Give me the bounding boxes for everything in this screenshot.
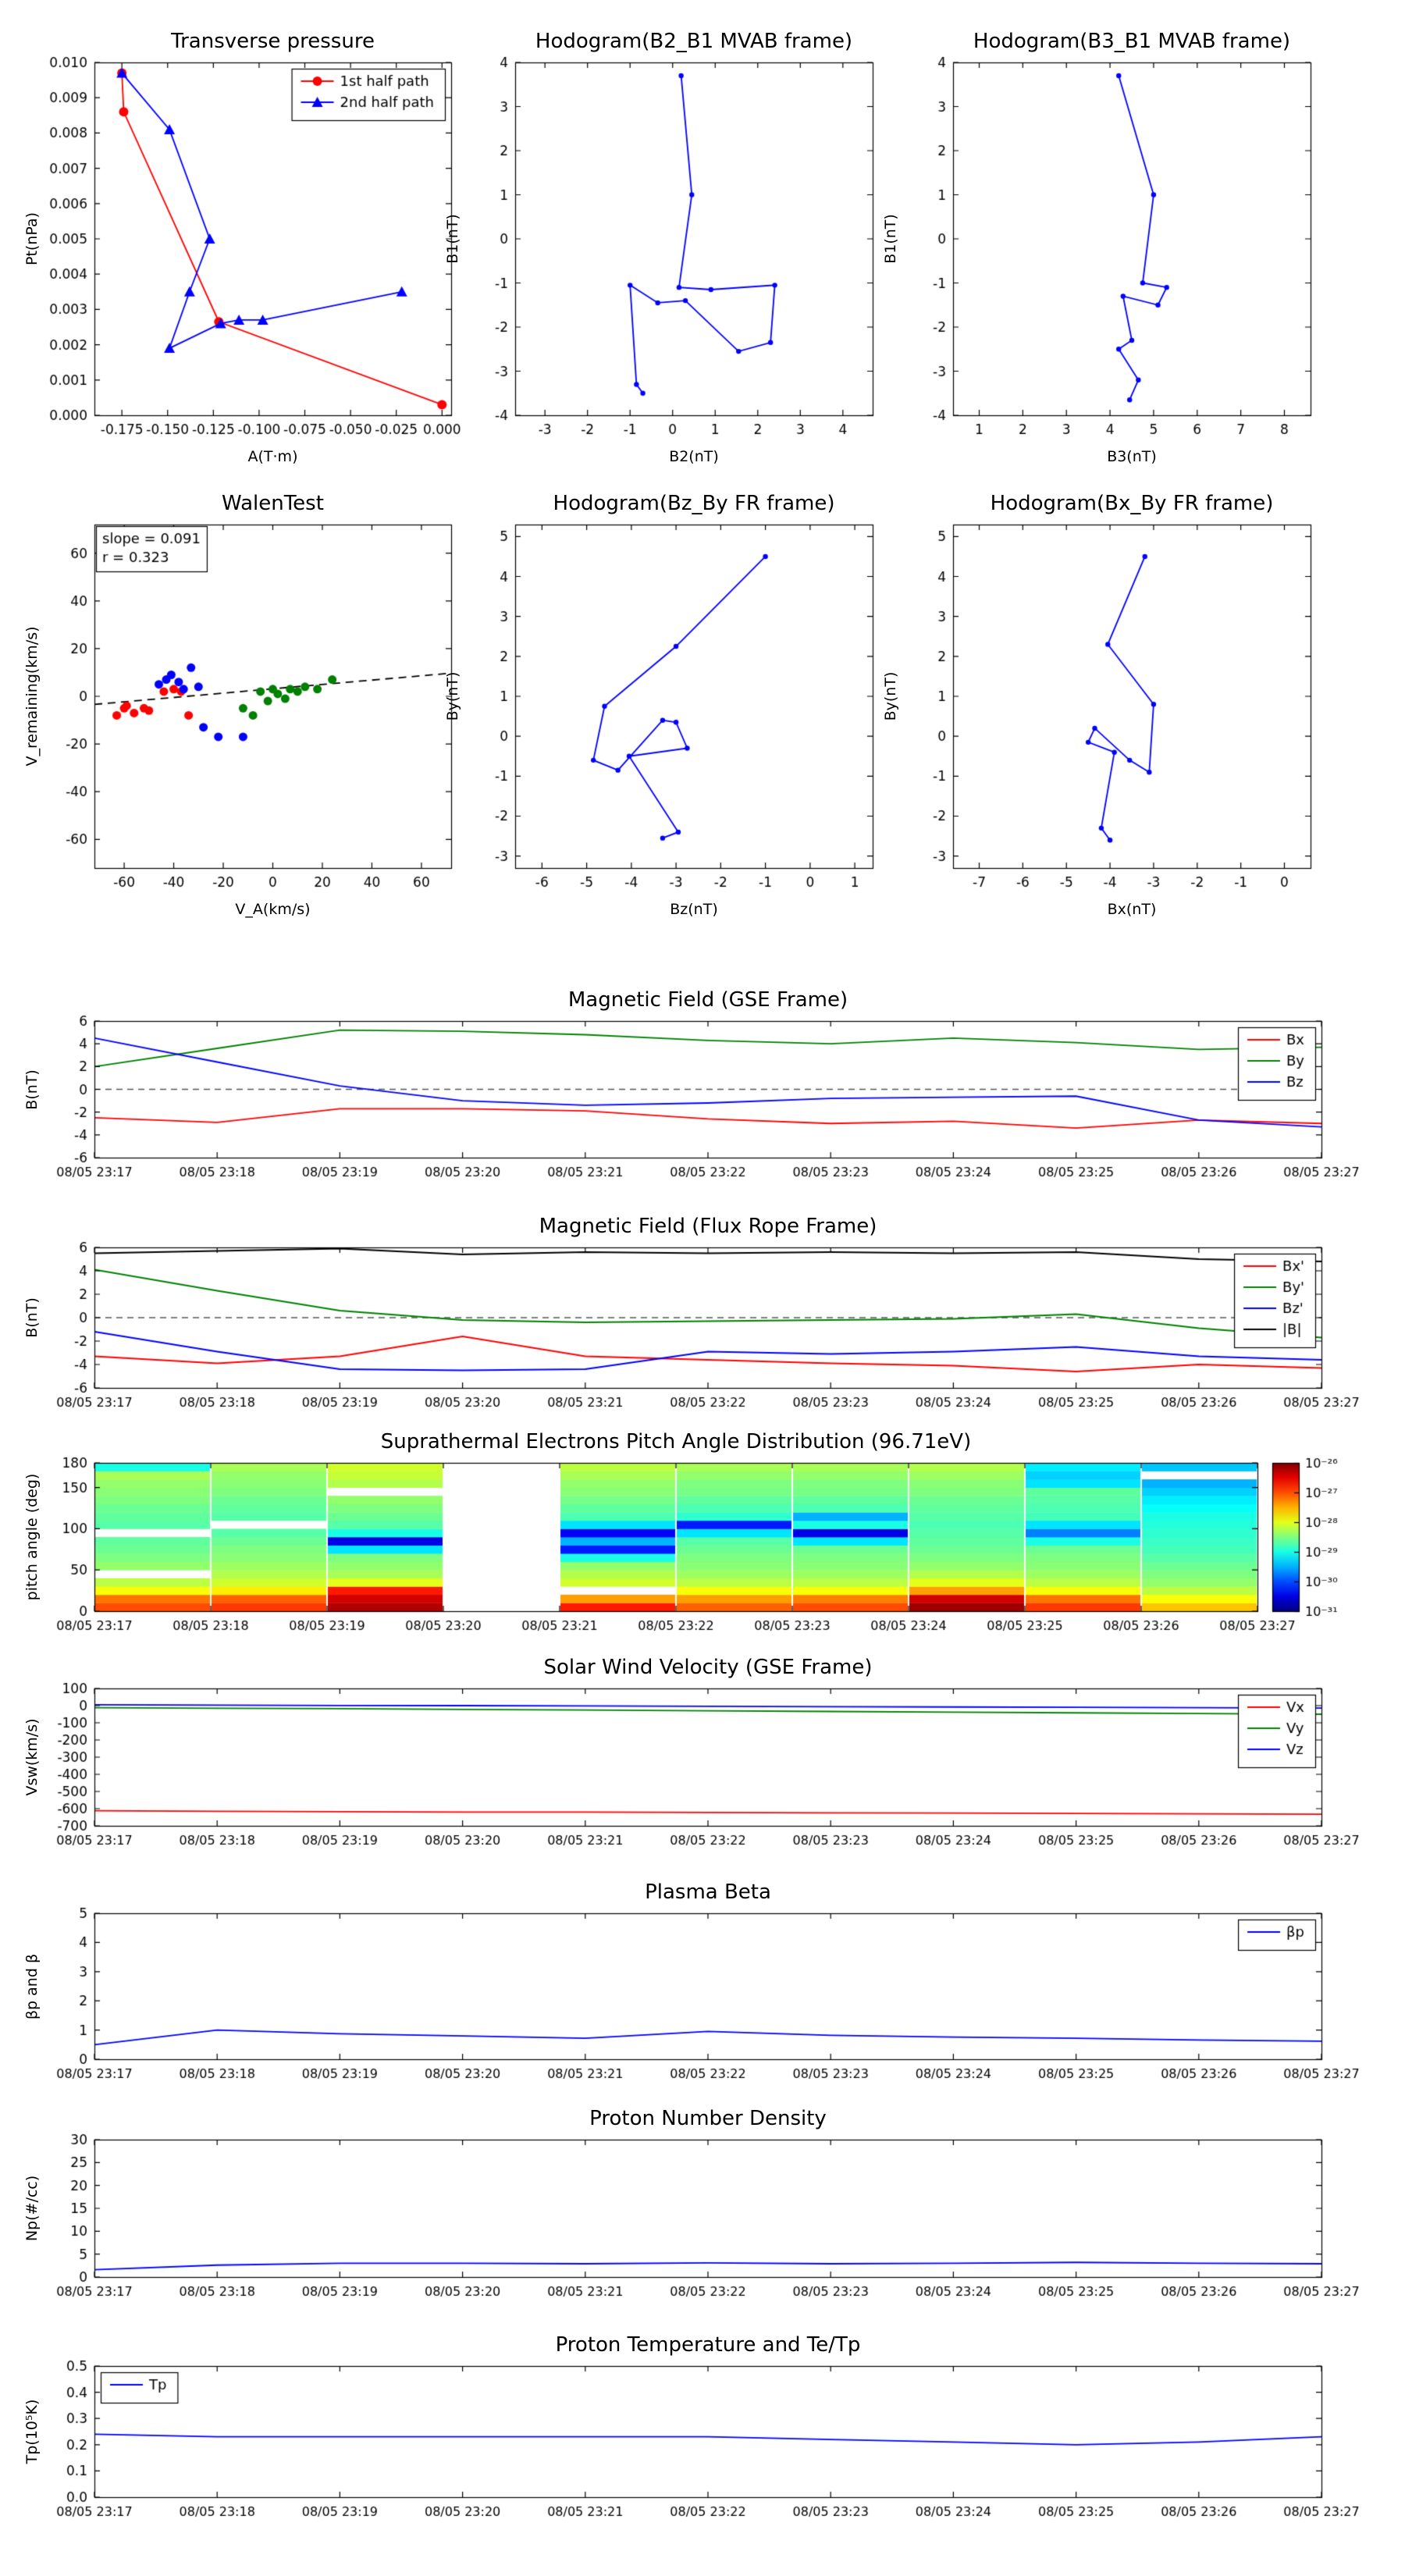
ylabel-proton-density: Np(#/cc) xyxy=(23,2175,41,2242)
xlabel-hodogram-bz-by: Bz(nT) xyxy=(670,901,718,918)
panel-title-proton-density: Proton Number Density xyxy=(589,2107,827,2130)
ylabel-solar-wind-velocity: Vsw(km/s) xyxy=(23,1718,41,1796)
ylabel-electron-pitch-angle: pitch angle (deg) xyxy=(23,1473,41,1601)
panel-title-proton-temperature: Proton Temperature and Te/Tp xyxy=(555,2333,861,2357)
panel-title-hodogram-b2-b1: Hodogram(B2_B1 MVAB frame) xyxy=(535,30,853,53)
xlabel-hodogram-b3-b1: B3(nT) xyxy=(1107,448,1157,465)
panel-title-hodogram-bx-by: Hodogram(Bx_By FR frame) xyxy=(990,492,1274,515)
ylabel-proton-temperature: Tp(10⁵K) xyxy=(23,2399,41,2464)
panel-title-walen-test: WalenTest xyxy=(222,492,324,515)
xlabel-hodogram-b2-b1: B2(nT) xyxy=(669,448,719,465)
panel-title-electron-pitch-angle: Suprathermal Electrons Pitch Angle Distr… xyxy=(380,1430,972,1453)
xlabel-walen-test: V_A(km/s) xyxy=(235,901,311,918)
panel-title-magnetic-field-fr: Magnetic Field (Flux Rope Frame) xyxy=(539,1215,877,1238)
ylabel-magnetic-field-fr: B(nT) xyxy=(23,1297,41,1338)
panel-title-hodogram-bz-by: Hodogram(Bz_By FR frame) xyxy=(553,492,835,515)
ylabel-walen-test: V_remaining(km/s) xyxy=(23,626,41,767)
panel-title-solar-wind-velocity: Solar Wind Velocity (GSE Frame) xyxy=(543,1656,873,1679)
xlabel-transverse-pressure: A(T·m) xyxy=(247,448,298,465)
ylabel-hodogram-b3-b1: B1(nT) xyxy=(882,214,899,264)
ylabel-hodogram-bx-by: By(nT) xyxy=(882,671,899,721)
ylabel-hodogram-bz-by: By(nT) xyxy=(444,671,461,721)
panel-title-transverse-pressure: Transverse pressure xyxy=(171,30,375,53)
panel-title-hodogram-b3-b1: Hodogram(B3_B1 MVAB frame) xyxy=(973,30,1291,53)
panel-title-plasma-beta: Plasma Beta xyxy=(645,1880,771,1904)
ylabel-hodogram-b2-b1: B1(nT) xyxy=(444,214,461,264)
ylabel-plasma-beta: βp and β xyxy=(23,1953,41,2019)
panel-title-magnetic-field-gse: Magnetic Field (GSE Frame) xyxy=(567,988,848,1012)
xlabel-hodogram-bx-by: Bx(nT) xyxy=(1107,901,1157,918)
ylabel-transverse-pressure: Pt(nPa) xyxy=(23,212,41,266)
ylabel-magnetic-field-gse: B(nT) xyxy=(23,1069,41,1110)
